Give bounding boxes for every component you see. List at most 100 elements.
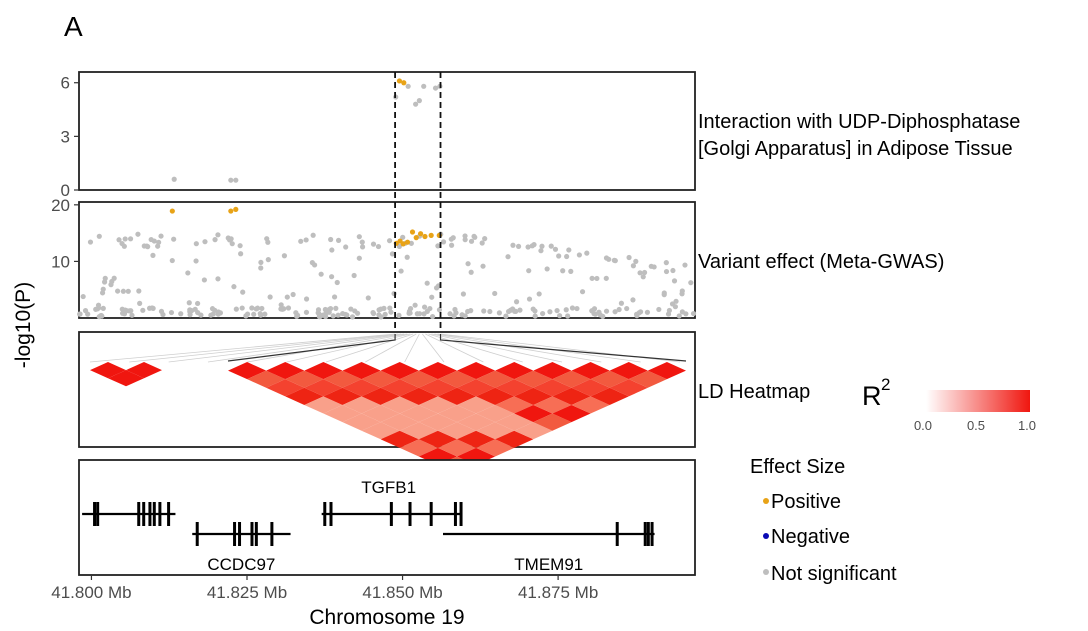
- p2-point-not-significant: [343, 311, 349, 318]
- p2-point-not-significant: [229, 241, 235, 247]
- p2-point-not-significant: [215, 276, 221, 282]
- ld-connector: [434, 333, 602, 363]
- p2-point-not-significant: [335, 312, 341, 318]
- p2-point-not-significant: [365, 295, 371, 301]
- p2-point-not-significant: [398, 268, 404, 274]
- p2-point-not-significant: [193, 258, 199, 264]
- p2-point-not-significant: [115, 288, 121, 294]
- ld-cell: [437, 404, 477, 423]
- p2-point-not-significant: [389, 251, 396, 257]
- p2-point-not-significant: [552, 246, 559, 252]
- p2-point-not-significant: [303, 309, 310, 315]
- p2-point-not-significant: [168, 309, 175, 316]
- p2-point-not-significant: [370, 309, 376, 316]
- p2-point-not-significant: [119, 306, 125, 312]
- ld-cell: [361, 370, 400, 388]
- p2-point-not-significant: [462, 237, 468, 243]
- interaction-panel-frame: [78, 71, 696, 191]
- p2-point-not-significant: [683, 311, 689, 317]
- p2-point-not-significant: [102, 275, 108, 281]
- p2-point-not-significant: [315, 307, 322, 313]
- p2-point-not-significant: [356, 255, 362, 261]
- ld-cell: [437, 370, 477, 388]
- p2-point-not-significant: [589, 275, 595, 281]
- p2-point-not-significant: [193, 241, 199, 247]
- p2-point-not-significant: [334, 279, 340, 286]
- ld-cell: [457, 396, 496, 414]
- p2-point-not-significant: [120, 288, 126, 294]
- p2-point-positive: [233, 206, 239, 212]
- p2-point-not-significant: [212, 237, 218, 243]
- interaction-panel-label-line2: [Golgi Apparatus] in Adipose Tissue: [698, 138, 1013, 160]
- p2-point-not-significant: [666, 307, 673, 314]
- ld-cell: [590, 387, 629, 405]
- p2-point-not-significant: [96, 233, 102, 239]
- ld-cell: [418, 379, 457, 397]
- ld-connector: [168, 333, 402, 363]
- p2-point-not-significant: [554, 307, 560, 314]
- p2-point-not-significant: [258, 312, 264, 318]
- ld-cell: [90, 362, 126, 379]
- p2-point-not-significant: [532, 308, 538, 314]
- p2-point-not-significant: [386, 238, 393, 244]
- p2-point-not-significant: [661, 292, 667, 298]
- ld-cell: [552, 404, 591, 423]
- ld-cell: [476, 370, 515, 388]
- ld-cell: [590, 370, 629, 388]
- p2-point-not-significant: [169, 257, 175, 264]
- p2-point-not-significant: [285, 305, 292, 311]
- p2-point-not-significant: [503, 313, 509, 319]
- p2-point-not-significant: [100, 286, 106, 292]
- ld-cell: [126, 362, 162, 379]
- p2-point-not-significant: [450, 235, 456, 241]
- p2-point-not-significant: [215, 232, 221, 238]
- legend-label-not-significant: Not significant: [771, 563, 897, 585]
- gene-track-panel: TGFB1 CCDC97 TMEM91: [78, 459, 696, 576]
- p2-point-not-significant: [317, 313, 323, 320]
- p2-point-not-significant: [258, 265, 264, 271]
- p2-point-not-significant: [225, 235, 231, 241]
- p2-point-not-significant: [626, 254, 632, 261]
- p1-ytick-label: 0: [61, 181, 70, 200]
- ld-cell: [476, 404, 515, 423]
- ld-cell: [457, 362, 496, 380]
- ld-cell: [304, 362, 343, 380]
- gwas-panel: 10 20 Variant effect (Meta-GWAS): [51, 196, 944, 320]
- p2-point-not-significant: [603, 275, 609, 281]
- p2-point-not-significant: [465, 261, 471, 267]
- p2-point-positive: [228, 208, 234, 214]
- p2-point-not-significant: [612, 309, 618, 315]
- p2-point-not-significant: [672, 304, 678, 310]
- p2-point-not-significant: [382, 311, 388, 317]
- p2-point-not-significant: [95, 302, 102, 308]
- p2-point-not-significant: [328, 236, 334, 243]
- p2-point-not-significant: [630, 297, 636, 303]
- p2-point-not-significant: [201, 277, 207, 283]
- p2-point-not-significant: [468, 308, 474, 314]
- p2-point-not-significant: [303, 237, 309, 243]
- p2-point-not-significant: [239, 305, 245, 311]
- ld-cell: [380, 430, 419, 448]
- p2-point-not-significant: [309, 260, 315, 266]
- ld-cell: [266, 362, 305, 380]
- x-axis-title: Chromosome 19: [309, 606, 464, 629]
- legend-swatch-negative: [763, 533, 769, 539]
- p2-point-not-significant: [135, 231, 141, 237]
- gwas-panel-label: Variant effect (Meta-GWAS): [698, 251, 944, 273]
- p2-point-not-significant: [279, 306, 285, 312]
- p2-point-not-significant: [421, 304, 428, 310]
- p1-point-positive: [396, 78, 403, 84]
- ld-cell: [285, 387, 324, 405]
- p2-point-not-significant: [233, 306, 239, 312]
- p2-point-not-significant: [396, 312, 402, 318]
- p2-point-not-significant: [436, 307, 443, 313]
- p2-point-not-significant: [460, 291, 466, 297]
- p2-point-not-significant: [480, 263, 486, 269]
- ld-cell: [418, 362, 457, 380]
- p2-point-not-significant: [331, 294, 338, 300]
- p2-point-not-significant: [618, 300, 625, 306]
- gene-label: TMEM91: [514, 555, 583, 574]
- ld-cell: [437, 422, 477, 440]
- r2-tick-label-1: 0.5: [967, 418, 985, 433]
- p2-point-not-significant: [462, 233, 468, 239]
